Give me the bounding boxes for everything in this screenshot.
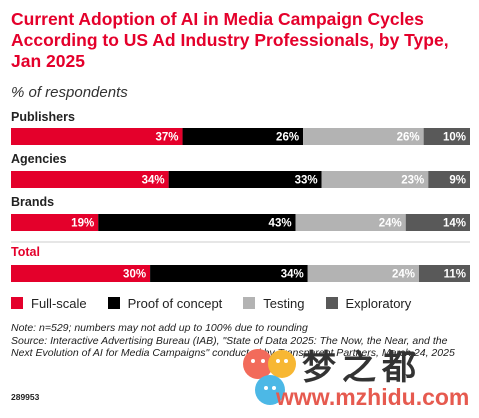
chart-legend: Full-scale Proof of concept Testing Explora… <box>11 294 432 312</box>
data-label: 10% <box>443 132 466 144</box>
watermark-logo-icon <box>243 349 296 405</box>
bar-segment <box>150 265 308 282</box>
legend-swatch <box>325 297 338 309</box>
legend-label: Testing <box>263 295 305 311</box>
bar-segment <box>321 171 429 188</box>
bar-segment <box>182 128 304 145</box>
watermark-brand-text: 梦之都 <box>302 349 422 387</box>
data-label: 23% <box>401 175 424 187</box>
note-text: Note: n=529; numbers may not add up to 1… <box>11 322 308 334</box>
bar-segment <box>295 214 406 231</box>
bar-segment <box>11 265 151 282</box>
data-label: 26% <box>276 132 299 144</box>
bar-segment <box>11 171 169 188</box>
chart-title: Current Adoption of AI in Media Campaign… <box>11 9 449 71</box>
data-label: 43% <box>269 218 292 230</box>
bar-segment <box>307 265 419 282</box>
data-label: 34% <box>281 269 304 281</box>
bar-segment <box>428 171 470 188</box>
chart-subtitle: % of respondents <box>11 84 128 101</box>
data-label: 26% <box>397 132 420 144</box>
data-label: 37% <box>156 132 179 144</box>
legend-swatch <box>11 297 23 309</box>
bar-segment <box>423 128 470 145</box>
data-label: 11% <box>444 269 466 281</box>
watermark-url: www.mzhidu.com <box>276 384 470 410</box>
stacked-bar-chart: Publishers 37% 26% 26% 10% Agencies 34% 33% 23% 9… <box>11 110 470 282</box>
data-label: 14% <box>443 218 466 230</box>
legend-swatch <box>107 297 120 309</box>
category-label: Total <box>11 245 40 259</box>
bar-segment <box>98 214 296 231</box>
bar-segment <box>405 214 470 231</box>
bar-segment <box>11 128 183 145</box>
data-label: 24% <box>392 269 415 281</box>
watermark: 梦之都 www.mzhidu.com <box>240 340 475 412</box>
legend-label: Exploratory <box>345 295 412 311</box>
category-label: Publishers <box>11 110 75 124</box>
chart-footnote: Note: n=529; numbers may not add up to 1… <box>11 322 471 360</box>
bar-segment <box>11 214 99 231</box>
bar-segment <box>168 171 322 188</box>
legend-label: Proof of concept <box>127 295 223 311</box>
category-label: Agencies <box>11 152 67 166</box>
data-label: 33% <box>295 175 318 187</box>
legend-label: Full-scale <box>31 295 87 311</box>
data-label: 30% <box>123 269 146 281</box>
data-label: 34% <box>142 175 165 187</box>
data-label: 19% <box>71 218 94 230</box>
data-label: 24% <box>379 218 402 230</box>
category-label: Brands <box>11 195 54 209</box>
bar-segment <box>303 128 424 145</box>
bar-segment <box>419 265 470 282</box>
data-label: 9% <box>449 175 466 187</box>
legend-item: Proof of concept <box>107 295 223 311</box>
legend-item: Exploratory <box>325 295 412 311</box>
legend-swatch <box>243 297 256 309</box>
source-text: Source: Interactive Advertising Bureau (… <box>11 334 455 360</box>
legend-item: Full-scale <box>11 296 87 311</box>
legend-item: Testing <box>243 295 305 311</box>
chart-id: 289953 <box>11 392 40 402</box>
